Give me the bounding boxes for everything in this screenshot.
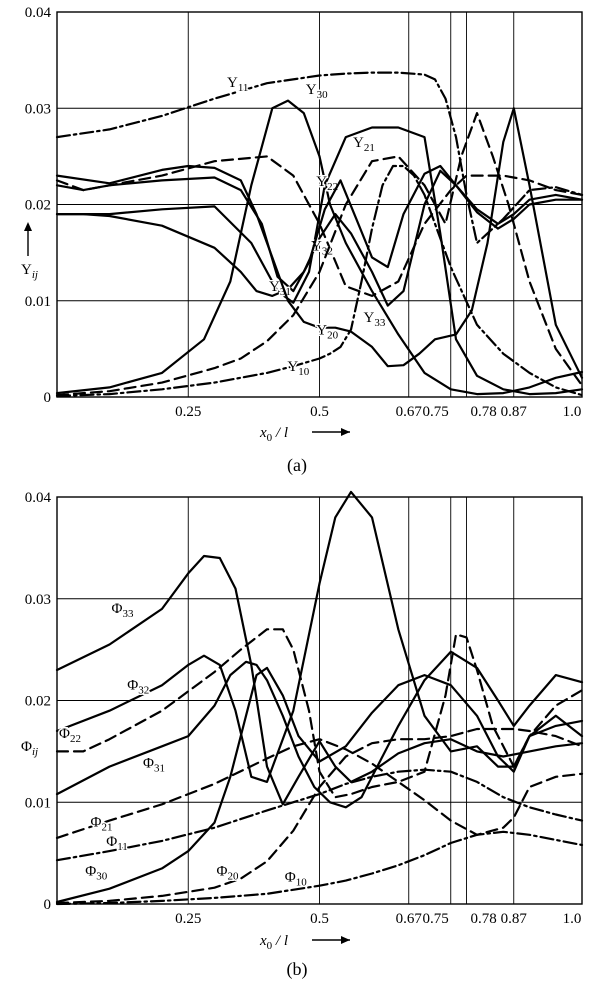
series--11-line (55, 768, 584, 862)
x-tick-label: 1.0 (563, 911, 582, 927)
series-y21-line (55, 126, 584, 396)
x-tick-label: 0.5 (310, 404, 329, 420)
series--31-label: Φ31 (143, 756, 165, 775)
y-tick-label: 0.01 (25, 294, 51, 310)
x-tick-label: 0.67 (396, 911, 423, 927)
series--21-line (55, 738, 584, 839)
series-y10-line (55, 164, 584, 398)
x-axis-arrowhead (341, 428, 350, 436)
x-tick-label: 0.25 (175, 911, 201, 927)
series-y31-label: Y31 (269, 279, 291, 298)
series--32-label: Φ32 (127, 677, 149, 696)
series--32-line (55, 490, 584, 783)
y-axis-label: Φij (21, 739, 38, 758)
y-tick-label: 0.01 (25, 795, 51, 811)
series--20-label: Φ20 (217, 864, 239, 883)
series-y21-label: Y21 (353, 135, 375, 154)
series-y11-line (55, 71, 584, 245)
series-y11-label: Y11 (227, 75, 248, 94)
x-axis-label: x0 / l (259, 933, 288, 952)
series--20-line (55, 727, 584, 905)
series-y33-label: Y33 (364, 310, 386, 329)
series--11-label: Φ11 (106, 834, 128, 853)
series-y22-line (55, 155, 584, 297)
y-tick-label: 0.03 (25, 592, 51, 608)
series--33-label: Φ33 (112, 601, 134, 620)
series--22-label: Φ22 (59, 726, 81, 745)
chart-panel-a: 0 0.01 0.02 0.03 0.04 0.25 0.5 0.67 0.75 0.78 0.87… (21, 5, 584, 476)
y-tick-label: 0 (44, 390, 52, 406)
y-tick-label: 0.02 (25, 694, 51, 710)
x-tick-label: 0.87 (501, 911, 528, 927)
series--10-line (55, 830, 584, 906)
chart-panel-b: 0 0.01 0.02 0.03 0.04 0.25 0.5 0.67 0.75 0.78 0.87… (21, 490, 584, 980)
y-tick-label: 0.02 (25, 198, 51, 214)
y-axis-label: Yij (21, 262, 38, 281)
y-tick-label: 0.04 (25, 490, 52, 506)
x-tick-label: 0.78 (471, 404, 497, 420)
series-y20-line (55, 112, 584, 397)
series-y22-label: Y22 (316, 174, 338, 193)
x-tick-label: 0.67 (396, 404, 423, 420)
y-tick-label: 0.03 (25, 101, 51, 117)
series--10-label: Φ10 (285, 870, 307, 889)
y-tick-label: 0 (44, 897, 52, 913)
x-tick-label: 0.5 (310, 911, 329, 927)
x-tick-label: 0.87 (501, 404, 528, 420)
series--21-label: Φ21 (91, 815, 113, 834)
y-tick-label: 0.04 (25, 5, 52, 21)
x-tick-label: 0.25 (175, 404, 201, 420)
x-tick-label: 0.78 (471, 911, 497, 927)
series-y30-line (55, 99, 584, 396)
series--30-line (55, 666, 584, 904)
series-y32-line (55, 169, 584, 307)
series-y20-label: Y20 (316, 322, 338, 341)
x-axis-arrowhead (341, 936, 350, 944)
series--22-line (55, 628, 584, 799)
plot-frame (56, 496, 583, 905)
panel-caption: (b) (287, 959, 308, 980)
series--30-label: Φ30 (85, 864, 107, 883)
panel-caption: (a) (287, 455, 307, 476)
y-axis-arrowhead (24, 222, 32, 231)
x-axis-label: x0 / l (259, 425, 288, 444)
series-y33-line (55, 107, 584, 379)
x-tick-label: 0.75 (423, 404, 449, 420)
series--31-line (55, 650, 584, 809)
plot-frame (56, 11, 583, 398)
series-y30-label: Y30 (306, 82, 328, 101)
series--33-line (55, 554, 584, 806)
series-y10-label: Y10 (287, 359, 309, 378)
x-tick-label: 1.0 (563, 404, 582, 420)
series-y31-line (55, 164, 584, 293)
x-tick-label: 0.75 (423, 911, 449, 927)
